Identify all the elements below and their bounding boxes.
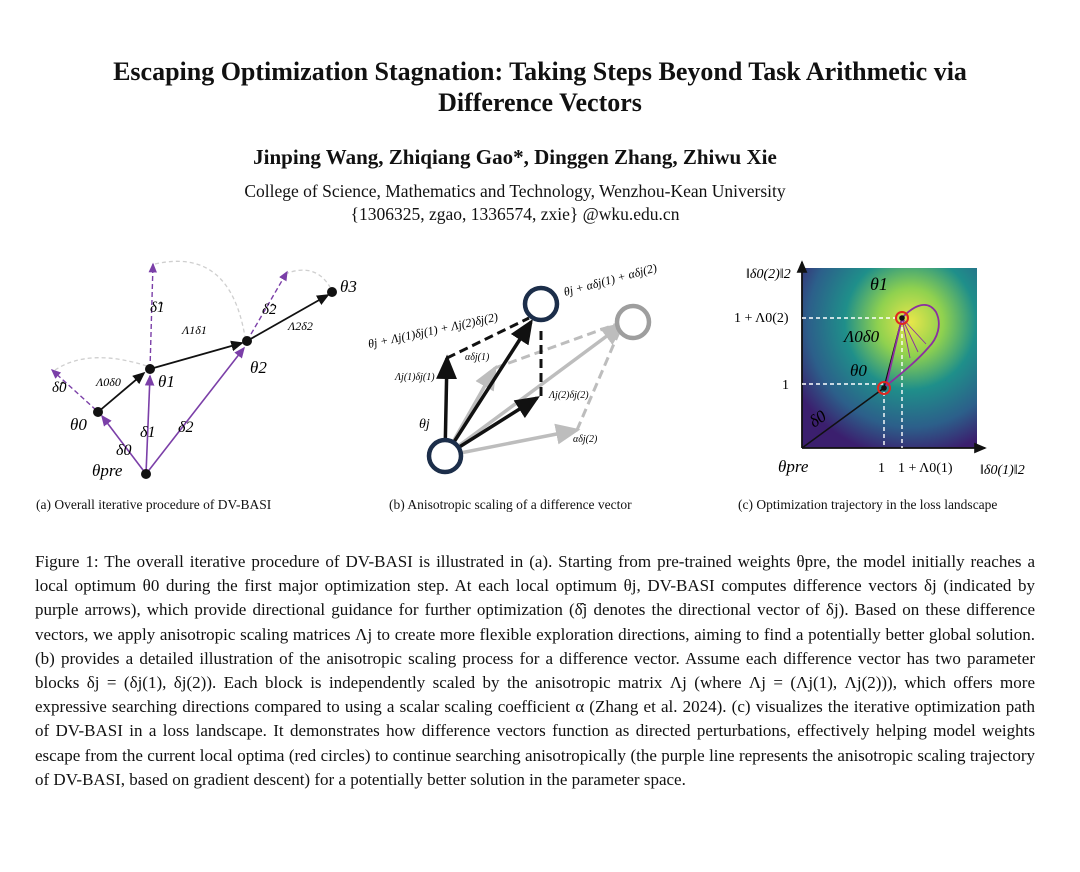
caption-c: (c) Optimization trajectory in the loss … [738, 497, 998, 512]
delta0-line [801, 387, 885, 449]
label-theta-pre: θpre [92, 461, 123, 480]
y-tick-top: 1 + Λ0(2) [734, 311, 789, 326]
theta2-node [242, 336, 252, 346]
label-theta0: θ0 [70, 415, 87, 434]
title-line-2: Difference Vectors [438, 88, 642, 117]
label-delta1: δ1 [140, 424, 155, 441]
dhat1-arrow [148, 262, 157, 370]
theta0-node [881, 385, 887, 391]
affiliation: College of Science, Mathematics and Tech… [244, 181, 786, 201]
x-tick-left: 1 [878, 461, 885, 476]
label-dhat0: δ̂0 [52, 380, 67, 396]
label-theta0: θ0 [850, 361, 867, 380]
label-L2d2: Λj(2)δj(2) [548, 390, 589, 401]
label-L2d2: Λ2δ2 [287, 319, 313, 333]
scalar-target-node [614, 303, 652, 341]
L0d0-arrow [97, 371, 146, 413]
exploration-arc-0 [54, 357, 151, 371]
dhat0-arrow [50, 369, 97, 411]
y-tick-low: 1 [782, 378, 789, 393]
label-L0d0: Λ0δ0 [842, 327, 880, 346]
label-ad2: αδj(2) [573, 434, 598, 445]
L2d2-arrow [246, 294, 330, 342]
label-origin: θpre [778, 457, 809, 476]
caption-a: (a) Overall iterative procedure of DV-BA… [36, 497, 272, 512]
ad2-arrow [444, 423, 581, 458]
theta1-node [899, 315, 905, 321]
label-ad1: αδj(1) [465, 352, 490, 363]
label-scalar-target: θj + αδj(1) + αδj(2) [562, 261, 658, 299]
caption-paragraph: Figure 1: The overall iterative procedur… [35, 552, 1035, 789]
aniso-target-node [522, 285, 560, 323]
label-delta0: δ0 [116, 442, 131, 459]
theta-pre-node [141, 469, 151, 479]
author-list: Jinping Wang, Zhiqiang Gao*, Dinggen Zha… [253, 145, 777, 169]
label-dhat1: δ̂1 [150, 300, 164, 316]
delta2-arrow [145, 346, 245, 475]
ad2-dashed [494, 322, 618, 370]
panel-a-diagram: θpre θ0 θ1 θ2 θ3 δ0 δ1 δ2 δ̂0 δ̂1 δ̂2 Λ0… [50, 260, 357, 480]
label-theta3: θ3 [340, 277, 357, 296]
theta-j-node [426, 437, 464, 475]
caption-b: (b) Anisotropic scaling of a difference … [389, 497, 632, 512]
title-line-1: Escaping Optimization Stagnation: Taking… [113, 57, 967, 86]
delta0-arrow [101, 414, 147, 475]
x-tick-right: 1 + Λ0(1) [898, 461, 953, 476]
figure-caption: Figure 1: The overall iterative procedur… [35, 550, 1035, 792]
label-L1d1: Λ1δ1 [181, 323, 207, 337]
email-list: {1306325, zgao, 1336574, zxie} @wku.edu.… [350, 204, 680, 224]
theta1-optimum-circle [895, 311, 909, 325]
label-theta1: θ1 [158, 372, 175, 391]
panel-b-diagram: θj θj + Λj(1)δj(1) + Λj(2)δj(2) θj + αδj… [367, 261, 658, 475]
affiliation-block: College of Science, Mathematics and Tech… [0, 180, 1030, 226]
label-theta1: θ1 [870, 274, 888, 294]
label-y-axis: ‖δ0(2)‖2 [746, 267, 791, 282]
label-theta-j: θj [419, 417, 430, 432]
purple-trajectory [885, 304, 940, 387]
label-theta2: θ2 [250, 358, 267, 377]
exploration-arc-2 [284, 269, 331, 288]
loss-landscape [802, 268, 977, 448]
panel-c-diagram: ‖δ0(2)‖2 ‖δ0(1)‖2 θpre 1 + Λ0(2) 1 1 1 +… [734, 260, 1025, 478]
dhat2-arrow [246, 270, 288, 342]
delta1-arrow [144, 374, 155, 475]
exploration-arc-1 [154, 260, 246, 338]
theta3-node [327, 287, 337, 297]
L2d2-dashed [446, 316, 530, 360]
scalar-sum-arrow [443, 321, 626, 458]
theta0-optimum-circle [877, 381, 891, 395]
label-delta2: δ2 [178, 419, 193, 436]
theta0-node [93, 407, 103, 417]
ad1-dashed [575, 331, 621, 431]
theta1-node [145, 364, 155, 374]
aniso-sum-arrow [443, 319, 533, 457]
paper-title: Escaping Optimization Stagnation: Taking… [0, 56, 1080, 118]
label-x-axis: ‖δ0(1)‖2 [980, 463, 1025, 478]
label-L1d1: Λj(1)δj(1) [394, 372, 435, 383]
label-L0d0: Λ0δ0 [95, 375, 121, 389]
label-dhat2: δ̂2 [262, 302, 277, 318]
label-aniso-target: θj + Λj(1)δj(1) + Λj(2)δj(2) [367, 310, 499, 351]
L1d1-arrow [149, 340, 244, 370]
